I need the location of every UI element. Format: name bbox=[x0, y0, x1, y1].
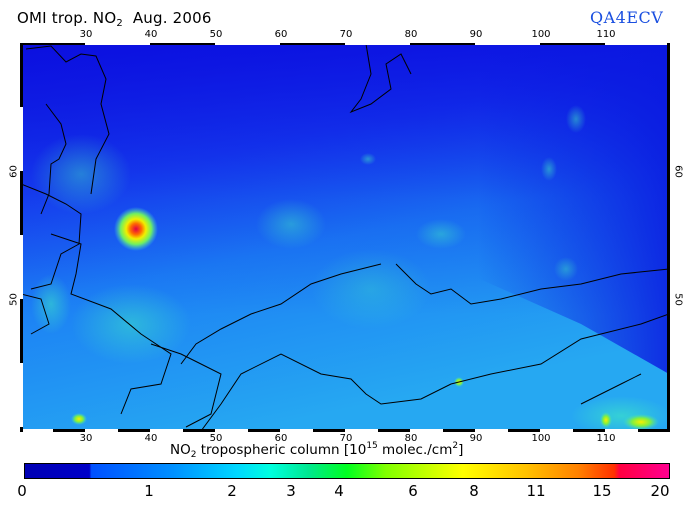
colorbar-tick: 4 bbox=[334, 482, 344, 500]
map-frame-right bbox=[667, 43, 670, 432]
label-text: NO bbox=[170, 442, 191, 458]
lat-tick-right: 60 bbox=[672, 165, 684, 178]
lon-tick-top: 30 bbox=[79, 29, 93, 40]
colorbar-tick: 3 bbox=[286, 482, 296, 500]
map-frame-top bbox=[20, 43, 670, 45]
plot-title: OMI trop. NO2 Aug. 2006 bbox=[17, 9, 212, 29]
brand-logo: QA4ECV bbox=[590, 8, 664, 27]
no2-map[interactable] bbox=[20, 43, 670, 432]
colorbar-tick: 8 bbox=[469, 482, 479, 500]
lon-tick-bottom: 40 bbox=[144, 433, 158, 444]
map-canvas bbox=[21, 44, 669, 431]
label-text: ] bbox=[458, 442, 464, 458]
lon-tick-bottom: 90 bbox=[469, 433, 483, 444]
label-text: molec./cm bbox=[377, 442, 453, 458]
colorbar-tick: 1 bbox=[144, 482, 154, 500]
lon-tick-bottom: 60 bbox=[274, 433, 288, 444]
lon-tick-top: 110 bbox=[596, 29, 616, 40]
lon-tick-bottom: 70 bbox=[339, 433, 353, 444]
colorbar-tick: 0 bbox=[17, 482, 27, 500]
lat-tick-right: 50 bbox=[672, 293, 684, 306]
lat-tick-left: 50 bbox=[8, 293, 20, 306]
title-date: Aug. 2006 bbox=[122, 9, 212, 27]
lat-tick-left: 60 bbox=[8, 165, 20, 178]
map-frame-left bbox=[20, 43, 23, 432]
colorbar-tick: 20 bbox=[650, 482, 670, 500]
lon-tick-bottom: 50 bbox=[209, 433, 223, 444]
lon-tick-bottom: 100 bbox=[531, 433, 551, 444]
lon-tick-top: 60 bbox=[274, 29, 288, 40]
moscow-hotspot bbox=[114, 207, 158, 251]
lon-tick-top: 80 bbox=[404, 29, 418, 40]
map-frame-bottom bbox=[20, 429, 670, 432]
colorbar-tick: 11 bbox=[526, 482, 546, 500]
title-subscript: 2 bbox=[116, 18, 123, 29]
label-text: tropospheric column [10 bbox=[196, 442, 367, 458]
lon-tick-bottom: 30 bbox=[79, 433, 93, 444]
lon-tick-bottom: 110 bbox=[596, 433, 616, 444]
colorbar bbox=[24, 463, 670, 479]
lon-tick-top: 100 bbox=[531, 29, 551, 40]
lon-tick-bottom: 80 bbox=[404, 433, 418, 444]
lon-tick-top: 70 bbox=[339, 29, 353, 40]
colorbar-tick: 2 bbox=[227, 482, 237, 500]
lon-tick-top: 90 bbox=[469, 29, 483, 40]
colorbar-tick: 15 bbox=[592, 482, 612, 500]
colorbar-title: NO2 tropospheric column [1015 molec./cm2… bbox=[170, 441, 463, 460]
label-subscript: 2 bbox=[190, 450, 197, 460]
lon-tick-top: 40 bbox=[144, 29, 158, 40]
lon-tick-top: 50 bbox=[209, 29, 223, 40]
label-superscript: 2 bbox=[452, 441, 459, 451]
label-superscript: 15 bbox=[366, 441, 378, 451]
colorbar-tick: 6 bbox=[408, 482, 418, 500]
title-text: OMI trop. NO bbox=[17, 9, 117, 27]
